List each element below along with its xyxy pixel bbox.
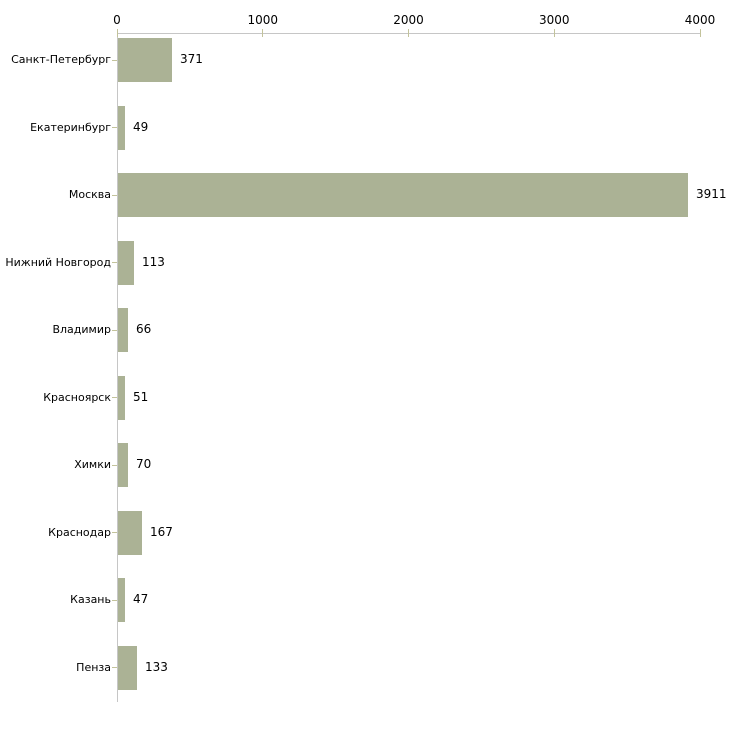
x-axis-tick-label: 4000: [684, 13, 716, 27]
bar: [118, 443, 128, 487]
y-axis-tick: [112, 397, 117, 398]
category-label: Владимир: [52, 323, 111, 336]
category-label: Химки: [74, 458, 111, 471]
category-label: Казань: [70, 593, 111, 606]
value-label: 47: [133, 592, 149, 606]
category-label: Нижний Новгород: [5, 256, 111, 269]
y-axis-tick: [112, 262, 117, 263]
y-axis-tick: [112, 127, 117, 128]
value-label: 49: [133, 120, 149, 134]
category-label: Санкт-Петербург: [11, 53, 111, 66]
y-axis-tick: [112, 600, 117, 601]
bar: [118, 376, 125, 420]
value-label: 113: [142, 255, 165, 269]
bar: [118, 106, 125, 150]
y-axis-tick: [112, 330, 117, 331]
x-axis-tick-label: 0: [113, 13, 121, 27]
x-axis-tick-label: 3000: [538, 13, 570, 27]
bar: [118, 578, 125, 622]
value-label: 66: [136, 322, 152, 336]
bar: [118, 38, 172, 82]
bar: [118, 511, 142, 555]
x-axis-tick-label: 1000: [247, 13, 279, 27]
value-label: 51: [133, 390, 149, 404]
y-axis-tick: [112, 465, 117, 466]
value-label: 70: [136, 457, 152, 471]
category-label: Пенза: [76, 661, 111, 674]
category-label: Москва: [68, 188, 111, 201]
category-label: Красноярск: [43, 391, 111, 404]
y-axis-tick: [112, 667, 117, 668]
value-label: 3911: [696, 187, 727, 201]
x-axis-tick-label: 2000: [393, 13, 424, 27]
value-label: 167: [150, 525, 173, 539]
x-axis-tick: [553, 29, 555, 37]
x-axis-tick: [262, 29, 264, 37]
category-label: Екатеринбург: [30, 121, 111, 134]
bar: [118, 308, 128, 352]
value-label: 133: [145, 660, 168, 674]
value-label: 371: [180, 52, 203, 66]
x-axis-tick: [699, 29, 701, 37]
category-label: Краснодар: [48, 526, 111, 539]
bar: [118, 241, 134, 285]
x-axis-tick: [116, 29, 118, 37]
bar: [118, 646, 137, 690]
bar: [118, 173, 688, 217]
y-axis-tick: [112, 195, 117, 196]
y-axis-tick: [112, 532, 117, 533]
x-axis-tick: [408, 29, 409, 37]
y-axis-tick: [112, 60, 117, 61]
y-axis-line: [117, 33, 118, 702]
x-axis-line: [117, 33, 701, 34]
